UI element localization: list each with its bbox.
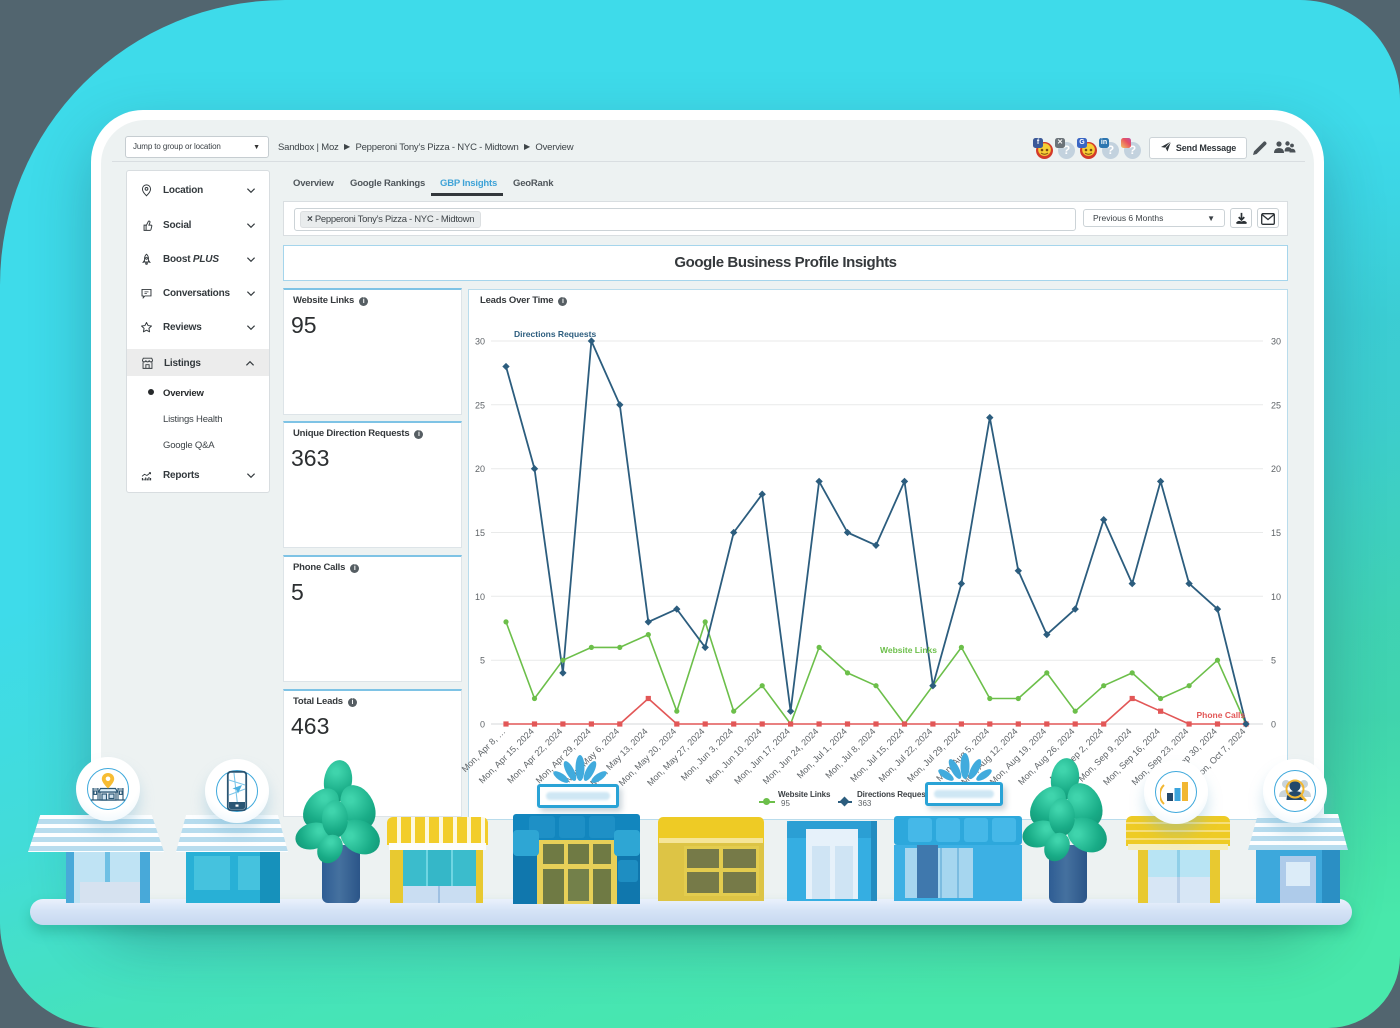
svg-text:30: 30 bbox=[1271, 337, 1281, 347]
svg-text:20: 20 bbox=[475, 464, 485, 474]
svg-text:Directions Requests: Directions Requests bbox=[514, 329, 596, 339]
svg-text:Mon, Jul 8, 2024: Mon, Jul 8, 2024 bbox=[823, 726, 877, 780]
svg-text:5: 5 bbox=[480, 656, 485, 666]
svg-text:10: 10 bbox=[475, 592, 485, 602]
svg-text:Website Links: Website Links bbox=[880, 645, 937, 655]
svg-text:0: 0 bbox=[480, 720, 485, 730]
svg-text:5: 5 bbox=[1271, 656, 1276, 666]
svg-text:15: 15 bbox=[475, 528, 485, 538]
svg-text:20: 20 bbox=[1271, 464, 1281, 474]
svg-text:25: 25 bbox=[475, 400, 485, 410]
svg-text:15: 15 bbox=[1271, 528, 1281, 538]
svg-text:0: 0 bbox=[1271, 720, 1276, 730]
svg-text:10: 10 bbox=[1271, 592, 1281, 602]
svg-text:Phone Calls: Phone Calls bbox=[1197, 710, 1246, 720]
svg-text:30: 30 bbox=[475, 337, 485, 347]
svg-text:Mon, Jun 3, 2024: Mon, Jun 3, 2024 bbox=[679, 726, 735, 782]
svg-text:Mon, Jul 1, 2024: Mon, Jul 1, 2024 bbox=[795, 726, 849, 780]
svg-text:25: 25 bbox=[1271, 400, 1281, 410]
